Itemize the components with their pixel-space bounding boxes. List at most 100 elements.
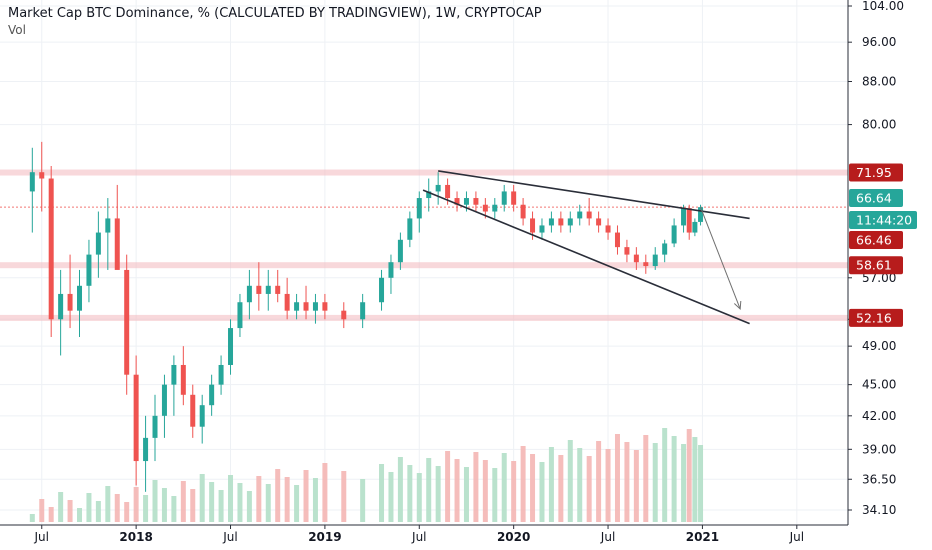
x-tick-label: Jul [789, 530, 804, 544]
volume-bar [586, 456, 592, 522]
volume-bar [388, 472, 394, 522]
chart-header: Market Cap BTC Dominance, % (CALCULATED … [8, 6, 542, 37]
price-label-text: 66.64 [856, 191, 892, 206]
candle-body [686, 208, 692, 233]
price-label-text: 71.95 [856, 165, 892, 180]
volume-bar [237, 483, 243, 522]
y-tick-label: 45.00 [862, 378, 896, 392]
candle-body [530, 218, 536, 233]
volume-bar [133, 487, 139, 522]
candle-body [237, 302, 243, 329]
candle-body [397, 239, 403, 263]
volume-bar [105, 486, 111, 522]
y-tick-label: 34.10 [862, 503, 896, 517]
price-label-text: 52.16 [856, 310, 892, 325]
candle-body [567, 218, 573, 226]
candle-body [445, 184, 451, 199]
x-tick-label: 2020 [497, 530, 530, 544]
volume-bar [463, 467, 469, 522]
candle-body [511, 191, 517, 205]
candle-body [596, 218, 602, 226]
x-tick-label: 2019 [308, 530, 341, 544]
candle-body [698, 207, 704, 222]
candle-body [416, 198, 422, 219]
volume-bar [698, 445, 704, 522]
candle-body [671, 225, 677, 244]
price-labels: 71.95 66.64 11:44:20 66.46 58.61 52.16 [849, 163, 917, 327]
volume-bar [86, 493, 92, 522]
y-tick-label: 36.50 [862, 472, 896, 486]
volume-bar [530, 454, 536, 522]
price-label-badge [849, 189, 903, 207]
candle-body [218, 364, 224, 385]
price-label-badge [849, 256, 903, 275]
candle-body [633, 254, 639, 263]
candle-body [360, 302, 366, 320]
volume-bar [124, 502, 130, 522]
y-axis: 104.0096.0088.0080.0057.0052.0049.0045.0… [847, 0, 904, 525]
candle-body [161, 384, 167, 416]
candle-body [228, 328, 234, 365]
volume-bar [435, 466, 441, 522]
candle-body [454, 198, 460, 205]
volume-bar [397, 457, 403, 522]
candle-body [501, 191, 507, 205]
candle-body [388, 262, 394, 278]
candle-body [275, 285, 281, 294]
volume-bar [29, 514, 35, 522]
candle-body [692, 221, 698, 233]
volume-bar [473, 452, 479, 522]
y-tick-label: 39.00 [862, 442, 896, 456]
candle-body [407, 218, 413, 240]
candle-body [95, 232, 101, 255]
candle-body [463, 198, 469, 205]
projection-arrow-head [733, 300, 742, 311]
volume-bar [539, 462, 545, 522]
candle-body [473, 198, 479, 205]
candle-body [435, 184, 441, 192]
candle-body [152, 415, 158, 438]
candle-body [312, 302, 318, 311]
price-label-text: 58.61 [856, 258, 892, 273]
y-tick-label: 57.00 [862, 271, 896, 285]
volume-bar [67, 500, 73, 522]
candle-body [558, 218, 564, 226]
volume-bar [95, 501, 101, 522]
candle-body [520, 204, 526, 219]
candle-body [652, 254, 658, 267]
candle-body [548, 218, 554, 226]
candle-body [341, 310, 347, 320]
y-tick-label: 80.00 [862, 118, 896, 132]
chart-title: Market Cap BTC Dominance, % (CALCULATED … [8, 6, 542, 21]
volume-bar [567, 440, 573, 522]
candle-body [105, 218, 111, 233]
volume-bar [379, 464, 385, 522]
candle-body [577, 211, 583, 219]
volume-bar [662, 428, 668, 522]
volume-bar [265, 484, 271, 522]
volume-bar [152, 480, 158, 522]
y-tick-label: 88.00 [862, 75, 896, 89]
volume-bar [652, 443, 658, 522]
x-tick-label: Jul [600, 530, 615, 544]
volume-bar [275, 469, 281, 522]
price-label-badge [849, 211, 917, 229]
volume-bar [143, 495, 149, 522]
trendlines [422, 170, 750, 325]
volume-bar [633, 450, 639, 522]
volume-bar [360, 479, 366, 522]
volume-bar [492, 468, 498, 522]
upper-trendline [438, 170, 750, 220]
candle-body [48, 178, 54, 320]
volume-bar [322, 463, 328, 522]
volume-bar [341, 471, 347, 522]
volume-bar [284, 477, 290, 522]
volume-bar [426, 458, 432, 522]
candle-body [67, 293, 73, 311]
candle-body [29, 172, 35, 192]
volume-bar [624, 442, 630, 522]
volume-bar [454, 459, 460, 522]
volume-bar [39, 499, 45, 522]
candle-body [256, 285, 262, 294]
